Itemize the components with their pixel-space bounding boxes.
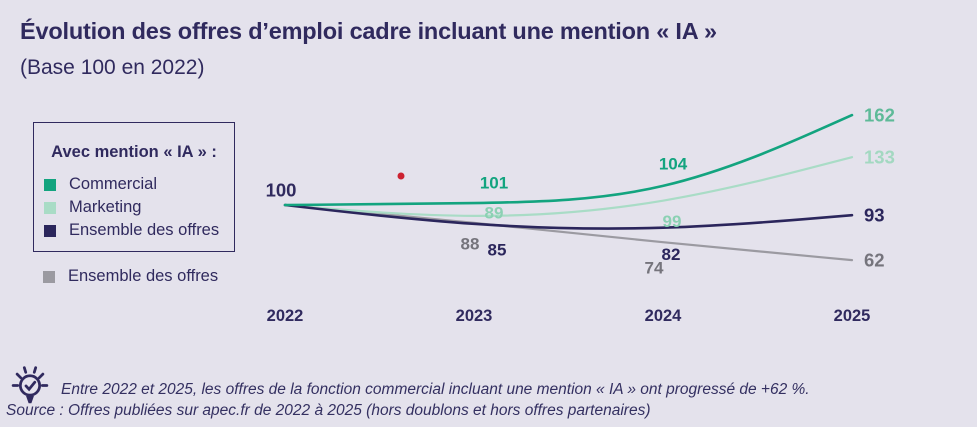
series-line-ensemble-des-offres-total	[283, 203, 854, 262]
marketing-swatch	[44, 201, 56, 214]
legend-item-marketing: Marketing	[44, 196, 234, 219]
value-label-ensemble-des-offres-total: 74	[645, 259, 664, 278]
series-line-marketing-ia	[283, 156, 854, 217]
series-line-ensemble-des-offres-ia	[283, 203, 854, 230]
insight-text: Entre 2022 et 2025, les offres de la fon…	[61, 381, 810, 398]
legend-item-label: Marketing	[69, 198, 142, 216]
series-line-commercial-ia	[283, 113, 854, 207]
legend-item-ensemble-total: Ensemble des offres	[43, 265, 218, 288]
source-text: Source : Offres publiées sur apec.fr de …	[6, 402, 651, 419]
value-label-ensemble-des-offres-ia: 85	[488, 240, 507, 259]
value-label-marketing-ia: 89	[485, 203, 504, 222]
value-label-ensemble-des-offres-ia: 82	[662, 245, 681, 264]
legend-item-label: Commercial	[69, 175, 158, 193]
end-value-label-ensemble-des-offres-ia: 93	[864, 205, 885, 226]
end-value-label-commercial-ia: 162	[864, 105, 895, 126]
x-tick-2025: 2025	[834, 307, 871, 325]
end-value-label-marketing-ia: 133	[864, 147, 895, 168]
value-label-commercial-ia: 104	[659, 154, 688, 173]
page-subtitle: (Base 100 en 2022)	[20, 56, 205, 79]
value-label-marketing-ia: 99	[663, 212, 682, 231]
value-label-ensemble-des-offres-total: 88	[461, 234, 480, 253]
lightbulb-icon	[11, 366, 49, 404]
x-tick-2022: 2022	[267, 307, 304, 325]
legend-box-title: Avec mention « IA » :	[51, 143, 217, 161]
red-dot-marker	[397, 172, 405, 180]
legend-item-label: Ensemble des offres	[68, 267, 219, 285]
x-tick-2023: 2023	[456, 307, 493, 325]
legend-item-ensemble-ia: Ensemble des offres	[44, 219, 234, 242]
ensemble-total-swatch	[43, 270, 55, 283]
legend-item-label: Ensemble des offres	[69, 221, 220, 239]
end-value-label-ensemble-des-offres-total: 62	[864, 250, 885, 271]
value-label-commercial-ia: 101	[480, 174, 508, 193]
ensemble-ia-swatch	[44, 224, 56, 237]
legend-box: Avec mention « IA » : Commercial Marketi…	[33, 122, 235, 252]
x-tick-2024: 2024	[645, 307, 683, 325]
legend-item-commercial: Commercial	[44, 173, 234, 196]
base-value-label: 100	[266, 180, 297, 201]
commercial-swatch	[44, 178, 56, 191]
page-title: Évolution des offres d’emploi cadre incl…	[20, 18, 717, 44]
